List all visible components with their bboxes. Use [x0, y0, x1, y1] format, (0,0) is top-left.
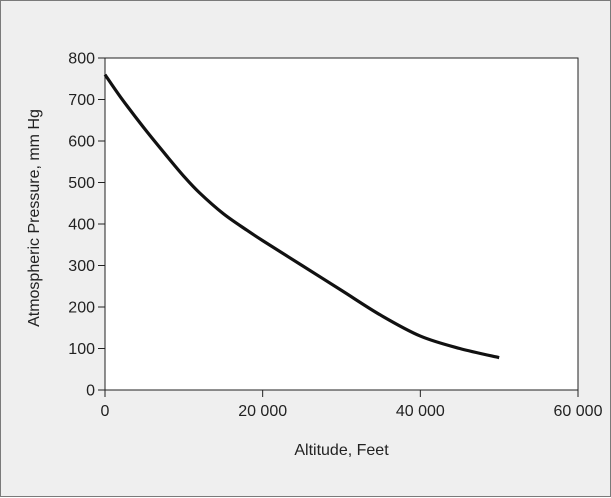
y-tick-label: 400 [68, 217, 95, 234]
y-tick-label: 0 [86, 383, 95, 400]
y-tick-label: 700 [68, 92, 95, 109]
y-tick-label: 300 [68, 258, 95, 275]
x-tick-label: 40 000 [396, 403, 445, 420]
y-axis: 0 100 200 300 400 500 600 700 800 [68, 51, 105, 400]
y-axis-title: Atmospheric Pressure, mm Hg [26, 109, 43, 327]
x-axis: 0 20 000 40 000 60 000 [101, 390, 603, 420]
y-tick-label: 800 [68, 51, 95, 68]
x-axis-title: Altitude, Feet [294, 442, 389, 459]
x-tick-label: 20 000 [238, 403, 287, 420]
y-tick-label: 200 [68, 300, 95, 317]
series-line [103, 73, 500, 360]
x-tick-label: 0 [101, 403, 110, 420]
y-tick-label: 100 [68, 341, 95, 358]
plot-area [104, 57, 579, 391]
y-tick-label: 500 [68, 175, 95, 192]
y-tick-label: 600 [68, 134, 95, 151]
x-tick-label: 60 000 [554, 403, 603, 420]
series-layer [103, 73, 500, 360]
